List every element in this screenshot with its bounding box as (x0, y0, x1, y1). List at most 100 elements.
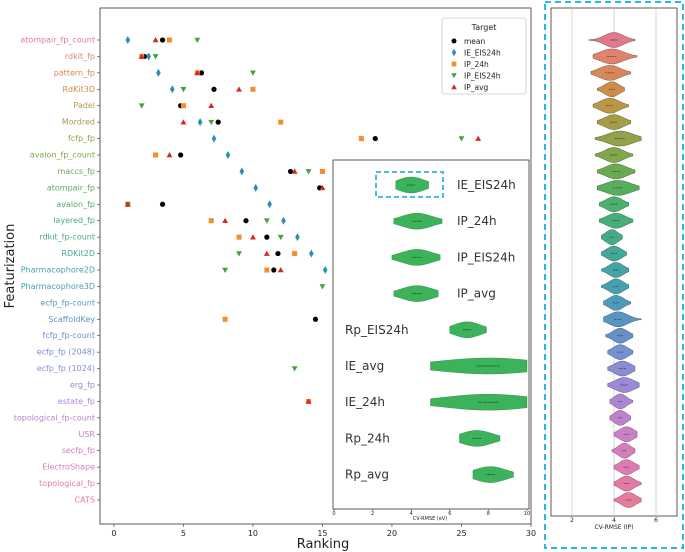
y-tick-label-rdkit3d: RdKit3D (63, 85, 96, 94)
y-tick-label-maccs-fp: maccs_fp (57, 167, 95, 176)
point-mean-pattern-fp (198, 70, 205, 76)
y-tick-label-mordred: Mordred (62, 118, 95, 127)
point-ip-avg-rdkit2d (263, 250, 270, 256)
point-ip-eis24h-maccs-fp (305, 169, 312, 175)
point-ie-eis24h-avalon-fp-count (225, 151, 231, 159)
inset-label-ip-avg: IP_avg (457, 287, 496, 301)
legend-title: Target (471, 23, 497, 32)
x-axis: 0 5 10 15 20 25 30 (111, 524, 536, 538)
point-ip-avg-rdkit3d (236, 86, 242, 92)
inset-label-rp-eis24h: Rp_EIS24h (345, 323, 409, 337)
point-ip-eis24h-pharmacophore2d (222, 267, 229, 273)
y-tick-label-ecfp-fp-2048: ecfp_fp (2048) (37, 348, 95, 357)
point-ip-avg-fcfp-fp (475, 135, 482, 141)
y-axis-title: Featurization (3, 224, 18, 309)
point-ip-24h-maccs-fp (319, 168, 325, 174)
y-tick-label-pharmacophore3d: Pharmacophore3D (21, 282, 95, 291)
right-violin-maccs-fp (597, 163, 636, 180)
point-ip-avg-atompair-fp (319, 184, 326, 191)
point-ip-avg-atompair-fp-count (152, 37, 159, 43)
legend-marker-mean (451, 38, 457, 44)
point-ie-eis24h-avalon-fp (267, 200, 272, 209)
point-ip-eis24h-rdkit-fp (152, 54, 159, 60)
y-tick-label-electroshape: ElectroShape (42, 463, 95, 472)
y-tick-label-pattern-fp: pattern_fp (54, 68, 95, 77)
legend-marker-ie-eis24h (451, 48, 457, 57)
x-tick-label: 0 (111, 529, 116, 538)
right-violin-cats (613, 492, 642, 508)
point-ip-avg-layered-fp (222, 217, 229, 224)
point-ip-24h-layered-fp (208, 218, 214, 224)
y-tick-label-fcfp-fp: fcfp_fp (68, 134, 95, 143)
y-tick-label-ecfp-fp-count: ecfp_fp-count (40, 298, 95, 307)
legend-marker-ip-eis24h (451, 73, 457, 79)
y-tick-label-rdkit-fp: rdkit_fp (65, 52, 95, 61)
y-tick-label-fcfp-fp-count: fcfp_fp-count (43, 331, 95, 340)
point-mean-maccs-fp (287, 168, 294, 175)
point-mean-pharmacophore2d (271, 267, 277, 273)
point-ie-eis24h-layered-fp (281, 216, 286, 225)
right-violin-usr (613, 426, 638, 442)
point-ip-eis24h-rdkit2d (236, 251, 242, 257)
point-ie-eis24h-rdkit-fp-count (295, 233, 300, 242)
right-x-tick-label: 6 (654, 517, 658, 524)
point-ip-eis24h-ecfp-fp-1024 (291, 366, 298, 372)
point-ip-24h-padel (180, 103, 186, 109)
point-mean-avalon-fp (159, 201, 166, 207)
inset-label-rp-24h: Rp_24h (345, 431, 390, 445)
point-ie-eis24h-rdkit-fp (146, 52, 151, 61)
point-ie-eis24h-atompair-fp (253, 183, 259, 192)
point-ip-avg-maccs-fp (291, 168, 298, 174)
right-x-tick-label: 2 (570, 517, 574, 524)
y-tick-label-layered-fp: layered_fp (53, 216, 95, 225)
point-ip-avg-estate-fp (305, 398, 312, 404)
y-tick-label-atompair-fp-count: atompair_fp_count (20, 36, 95, 45)
inset-label-ip-24h: IP_24h (457, 214, 497, 228)
point-ip-avg-avalon-fp-count (166, 152, 173, 158)
point-mean-layered-fp (243, 218, 249, 224)
scatter-points (124, 36, 482, 404)
point-ip-avg-mordred (180, 119, 187, 125)
inset-x-tick-label: 10 (524, 511, 530, 517)
point-ip-24h-mordred (278, 119, 284, 125)
right-violin-atompair-fp-count (588, 32, 636, 48)
right-x-axis-title: CV-RMSE (IP) (594, 524, 633, 531)
inset-label-ie-avg: IE_avg (345, 359, 384, 373)
point-ip-eis24h-pattern-fp (249, 70, 256, 76)
y-tick-label-avalon-fp: avalon_fp (56, 200, 95, 209)
point-ip-24h-rdkit-fp-count (236, 234, 242, 240)
y-tick-label-topological-fp: topological_fp (39, 479, 95, 488)
inset-x-axis-title: CV-RMSE (eV) (413, 516, 448, 522)
right-violin-chart: 2 4 6 (570, 8, 658, 524)
right-violin-rdkit3d (597, 81, 625, 97)
point-ip-eis24h-mordred (208, 119, 215, 126)
right-violin-fcfp-fp-count (605, 328, 634, 344)
inset-x-tick-label: 8 (487, 511, 490, 517)
point-ip-avg-padel (208, 102, 215, 109)
point-ip-eis24h-layered-fp (263, 218, 270, 224)
point-ie-eis24h-rdkit2d (309, 249, 314, 258)
inset-violin-chart: IE_EIS24h IP_24h IP_EIS24h IP_avg Rp_EIS24h I… (332, 171, 530, 517)
point-mean-avalon-fp-count (178, 152, 184, 158)
point-ip-eis24h-padel (138, 103, 145, 109)
inset-highlight-box (375, 171, 444, 198)
point-ip-24h-rdkit3d (250, 86, 256, 92)
point-ip-eis24h-atompair-fp-count (194, 37, 201, 43)
y-tick-label-rdkit2d: RDKit2D (61, 249, 95, 258)
point-ie-eis24h-atompair-fp-count (125, 36, 131, 44)
legend-marker-ip-24h (451, 61, 457, 67)
y-tick-label-secfp-fp: secfp_fp (62, 446, 95, 455)
right-violin-pharmacophore2d (601, 262, 629, 278)
point-mean-fcfp-fp (372, 135, 378, 142)
x-tick-label: 15 (317, 529, 327, 538)
legend-label-mean: mean (464, 37, 486, 46)
y-tick-label-atompair-fp: atompair_fp (47, 183, 95, 192)
point-ie-eis24h-pharmacophore2d (322, 266, 328, 274)
point-ip-24h-rdkit2d (292, 251, 298, 257)
point-mean-rdkit2d (275, 250, 281, 257)
y-axis-labels: atompair_fp_count rdkit_fp pattern_fp RdKit… (14, 36, 100, 505)
y-tick-label-topological-fp-count: topological_fp-count (14, 413, 95, 422)
point-ip-24h-pharmacophore2d (264, 267, 270, 273)
legend-marker-ip-avg (451, 84, 457, 90)
